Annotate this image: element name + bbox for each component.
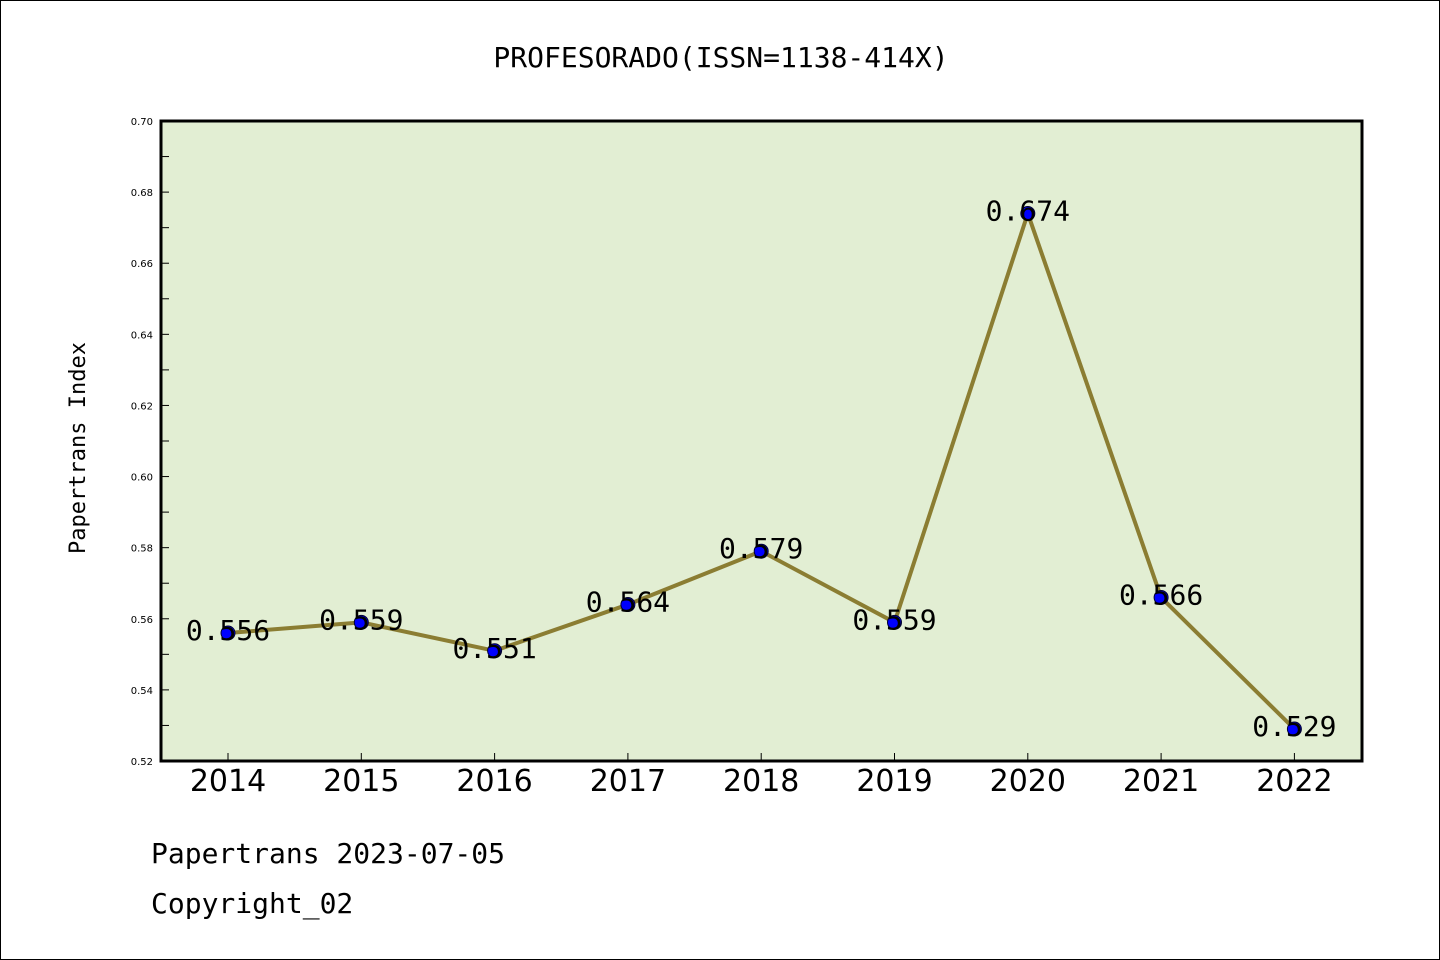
x-tick-label: 2016 xyxy=(456,764,532,799)
data-point xyxy=(220,625,236,641)
x-tick-label: 2017 xyxy=(590,764,666,799)
data-markers xyxy=(220,205,1302,737)
y-tick-label: 0.58 xyxy=(131,544,153,555)
chart-title: PROFESORADO(ISSN=1138-414X) xyxy=(493,41,948,74)
data-point xyxy=(353,614,369,630)
data-point xyxy=(1153,589,1169,605)
y-axis-label: Papertrans Index xyxy=(66,342,91,554)
data-label: 0.579 xyxy=(719,532,803,565)
data-label: 0.559 xyxy=(852,603,936,636)
data-label: 0.559 xyxy=(319,603,403,636)
y-tick-label: 0.56 xyxy=(131,615,153,626)
data-point xyxy=(887,614,902,630)
data-label: 0.551 xyxy=(452,632,536,665)
data-label: 0.564 xyxy=(586,586,670,619)
x-tick-label: 2022 xyxy=(1256,764,1332,799)
plot-border xyxy=(159,119,1364,763)
x-tick-label: 2019 xyxy=(856,764,932,799)
x-tick-label: 2014 xyxy=(190,764,266,799)
data-label: 0.556 xyxy=(186,614,270,647)
y-tick-label: 0.54 xyxy=(131,686,153,697)
y-tick-label: 0.52 xyxy=(131,757,153,768)
y-tick-label: 0.70 xyxy=(131,117,153,128)
data-point xyxy=(1020,205,1036,221)
data-point xyxy=(487,643,503,659)
y-tick-label: 0.60 xyxy=(131,473,153,484)
data-point xyxy=(1286,721,1302,737)
data-labels: 0.556 0.559 0.551 0.564 0.579 0.559 0.674 0.566… xyxy=(186,194,1337,743)
y-tick-label: 0.62 xyxy=(131,401,153,412)
data-label: 0.674 xyxy=(986,194,1070,227)
data-label: 0.566 xyxy=(1119,578,1203,611)
plot-area xyxy=(161,121,1362,761)
x-tick-label: 2021 xyxy=(1123,764,1199,799)
footer-copyright: Copyright_02 xyxy=(151,887,354,920)
y-tick-label: 0.66 xyxy=(131,259,153,270)
footer-date: Papertrans 2023-07-05 xyxy=(151,837,506,870)
x-tick-label: 2015 xyxy=(323,764,399,799)
data-label: 0.529 xyxy=(1252,710,1336,743)
x-tick-label: 2018 xyxy=(723,764,799,799)
x-axis: 2014 2015 2016 2017 2018 2019 2020 2021 2022 xyxy=(190,753,1333,799)
y-tick-label: 0.64 xyxy=(131,330,153,341)
y-axis: 0.52 0.54 0.56 0.58 0.60 0.62 0.64 0.66 0.68 0.70 xyxy=(131,117,169,768)
data-point xyxy=(620,597,636,613)
x-tick-label: 2020 xyxy=(990,764,1066,799)
data-point xyxy=(753,543,769,559)
y-tick-label: 0.68 xyxy=(131,188,153,199)
